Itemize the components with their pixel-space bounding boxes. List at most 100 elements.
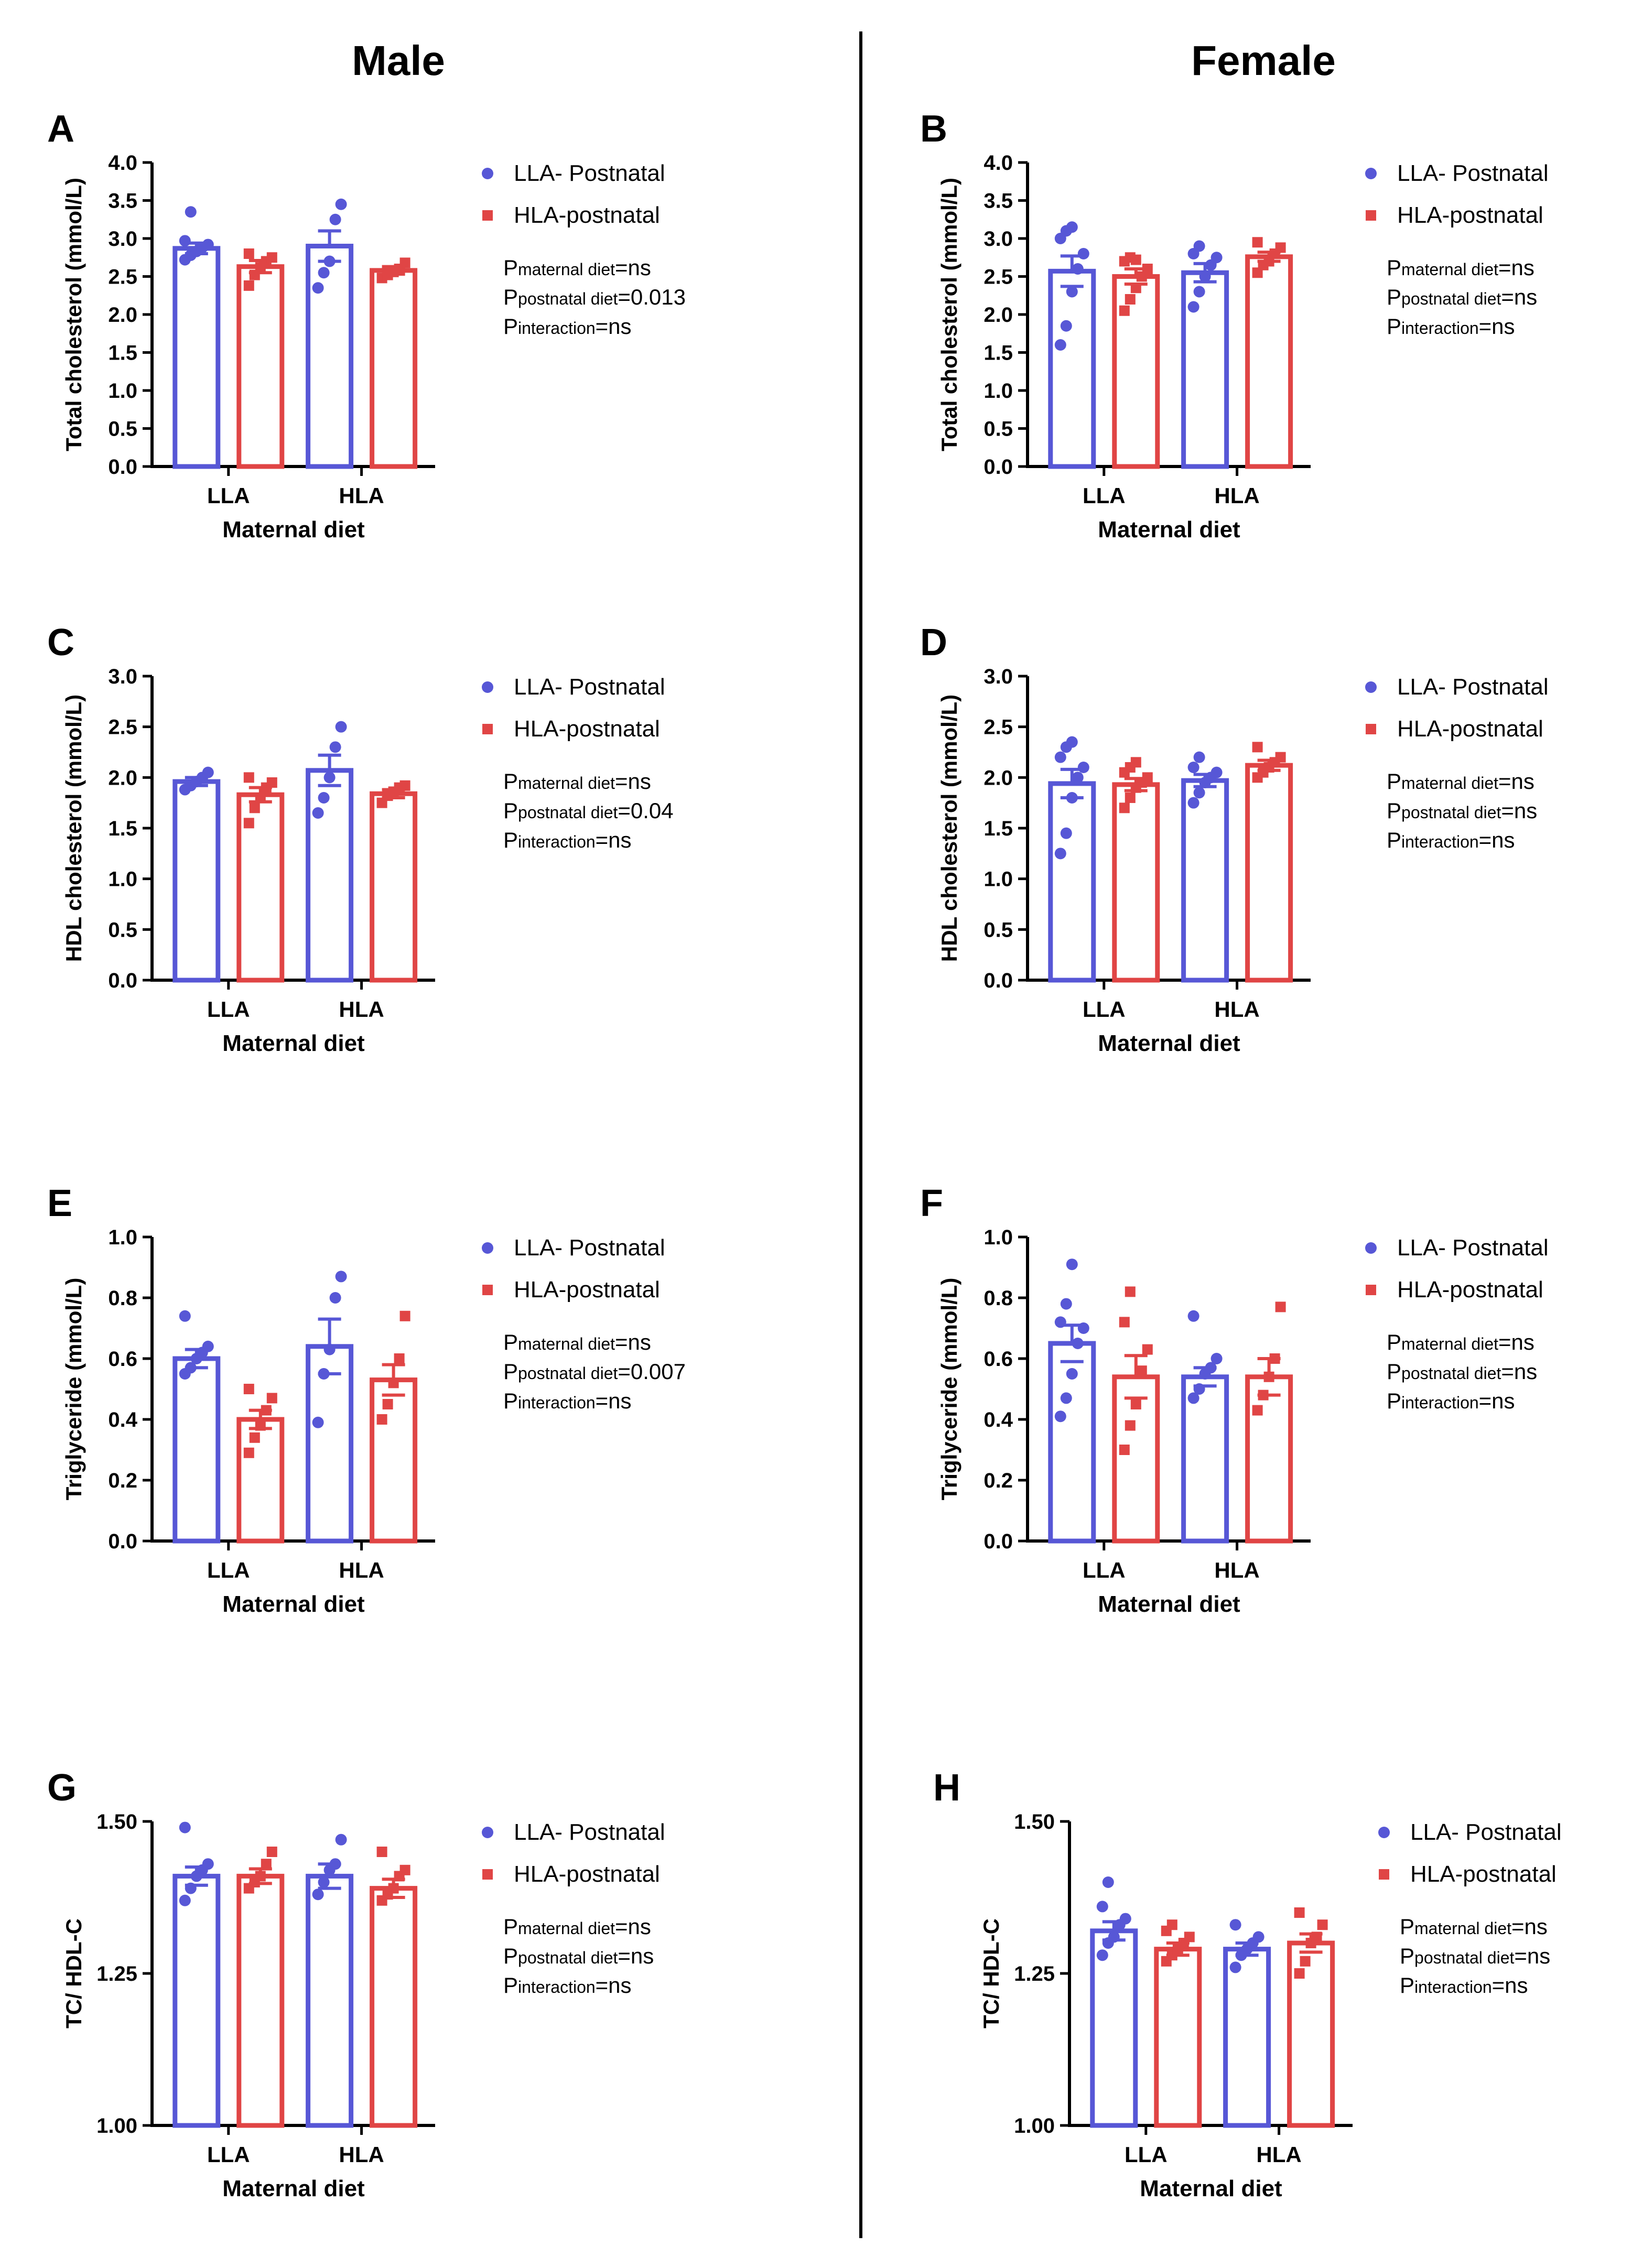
y-tick-label: 1.00	[96, 2114, 137, 2137]
stat-value: =ns	[615, 769, 651, 794]
legend-label: HLA-postnatal	[514, 716, 660, 742]
data-point	[1187, 762, 1199, 773]
stat-value: =ns	[596, 1388, 632, 1413]
data-point	[1205, 1362, 1217, 1374]
stat-subscript: maternal diet	[1401, 1334, 1498, 1353]
stat-p: P	[1400, 1944, 1414, 1968]
data-point	[1096, 1901, 1108, 1913]
stat-p: P	[1387, 1330, 1401, 1354]
panel-letter: F	[920, 1182, 943, 1224]
stat-p: P	[503, 255, 518, 280]
data-point	[1252, 1931, 1264, 1943]
stat-p: P	[1400, 1914, 1414, 1939]
stat-subscript: postnatal diet	[518, 1948, 618, 1967]
y-axis-label: Triglyceride (mmol/L)	[937, 1278, 961, 1501]
data-point	[1187, 1392, 1199, 1404]
bar-lla-series1	[172, 1356, 221, 1544]
y-tick-label: 2.0	[983, 766, 1013, 789]
data-point	[1142, 1344, 1153, 1355]
x-tick-label: HLA	[339, 997, 384, 1022]
panel-h: H 1.00 1.25 1.50 TC/ HDL-C LLA HLA Maternal die…	[933, 1767, 1562, 2201]
data-point	[1252, 237, 1263, 248]
data-point	[255, 1420, 266, 1431]
y-axis-label: Triglyceride (mmol/L)	[61, 1278, 86, 1501]
stat-value: =ns	[1479, 1388, 1515, 1413]
x-tick-label: HLA	[339, 1558, 384, 1582]
stat-p: P	[1387, 285, 1401, 309]
panel-f: F 0.0 0.2 0.4 0.6 0.8 1.0 Triglyceride (mmol/L)…	[920, 1182, 1549, 1617]
y-tick-label: 0.6	[108, 1348, 137, 1371]
data-point	[202, 1340, 214, 1352]
data-point	[179, 235, 191, 247]
bar-hla-series1	[1181, 270, 1229, 469]
stat-p: P	[503, 314, 518, 339]
legend-label: HLA-postnatal	[514, 1277, 660, 1303]
data-point	[1187, 1310, 1199, 1322]
bar-hla-series2	[1245, 254, 1293, 469]
data-point	[329, 741, 341, 753]
stat-line: Pinteraction=ns	[1387, 828, 1515, 852]
data-point	[179, 1310, 191, 1322]
panel-g: G 1.00 1.25 1.50 TC/ HDL-C LLA HLA Maternal die…	[47, 1767, 665, 2201]
stat-value: =ns	[596, 314, 632, 339]
data-point	[1199, 270, 1211, 283]
stat-subscript: postnatal diet	[1401, 1364, 1501, 1383]
y-tick-label: 1.0	[108, 868, 137, 891]
data-point	[202, 1858, 214, 1870]
stat-p: P	[1387, 1388, 1401, 1413]
panel-d: D 0.0 0.5 1.0 1.5 2.0 2.5 3.0 HDL cholesterol (m…	[920, 622, 1549, 1056]
x-tick-label: HLA	[1214, 483, 1259, 508]
data-point	[1229, 1961, 1241, 1973]
x-tick-label: LLA	[207, 483, 250, 508]
data-point	[179, 1894, 191, 1906]
data-point	[243, 1447, 254, 1458]
data-point	[394, 1353, 405, 1364]
legend-marker	[1366, 210, 1376, 221]
data-point	[1136, 1365, 1147, 1376]
legend-marker	[1365, 1242, 1377, 1254]
y-tick-label: 2.0	[983, 303, 1013, 327]
data-point	[1275, 242, 1286, 253]
x-axis-label: Maternal diet	[1098, 1591, 1240, 1617]
panel-letter: G	[47, 1767, 77, 1809]
y-tick-label: 3.5	[108, 190, 137, 213]
stat-line: Ppostnatal diet=0.007	[503, 1359, 686, 1384]
y-tick-label: 0.4	[983, 1408, 1013, 1431]
stat-value: =ns	[1501, 798, 1537, 823]
x-tick-label: HLA	[339, 2142, 384, 2167]
stat-line: Pmaternal diet=ns	[503, 1330, 651, 1354]
data-point	[318, 267, 330, 279]
legend-marker	[482, 1827, 493, 1838]
stat-p: P	[503, 769, 518, 794]
y-tick-label: 0.8	[108, 1287, 137, 1310]
stat-subscript: maternal diet	[1401, 774, 1498, 793]
stat-subscript: interaction	[1414, 1978, 1492, 1996]
data-point	[1193, 1383, 1205, 1395]
legend-label: LLA- Postnatal	[514, 1819, 665, 1845]
legend-label: HLA-postnatal	[1397, 1277, 1543, 1303]
data-point	[1102, 1876, 1114, 1888]
legend-label: LLA- Postnatal	[514, 674, 665, 700]
bar-lla-series2	[1154, 1947, 1202, 2128]
y-tick-label: 1.5	[983, 342, 1013, 365]
y-tick-label: 1.5	[983, 817, 1013, 840]
y-axis-label: Total cholesterol (mmol/L)	[61, 178, 86, 451]
stat-p: P	[1387, 1359, 1401, 1384]
panel-e: E 0.0 0.2 0.4 0.6 0.8 1.0 Triglyceride (mmol/L)…	[47, 1182, 686, 1617]
stat-line: Pinteraction=ns	[503, 1973, 632, 1998]
data-point	[185, 206, 197, 218]
data-point	[323, 255, 336, 267]
stat-line: Ppostnatal diet=ns	[1400, 1944, 1550, 1968]
male-column-title: Male	[352, 37, 445, 84]
bar-lla-series1	[172, 1873, 221, 2128]
data-point	[1263, 1371, 1274, 1382]
data-point	[1317, 1919, 1328, 1930]
bar-hla-series1	[1181, 778, 1229, 983]
y-tick-label: 1.0	[108, 379, 137, 403]
y-tick-label: 1.0	[108, 1226, 137, 1249]
bar-hla-series1	[306, 1344, 354, 1544]
data-point	[243, 1384, 254, 1394]
stat-value: =ns	[1501, 1359, 1537, 1384]
y-tick-label: 3.0	[108, 665, 137, 688]
